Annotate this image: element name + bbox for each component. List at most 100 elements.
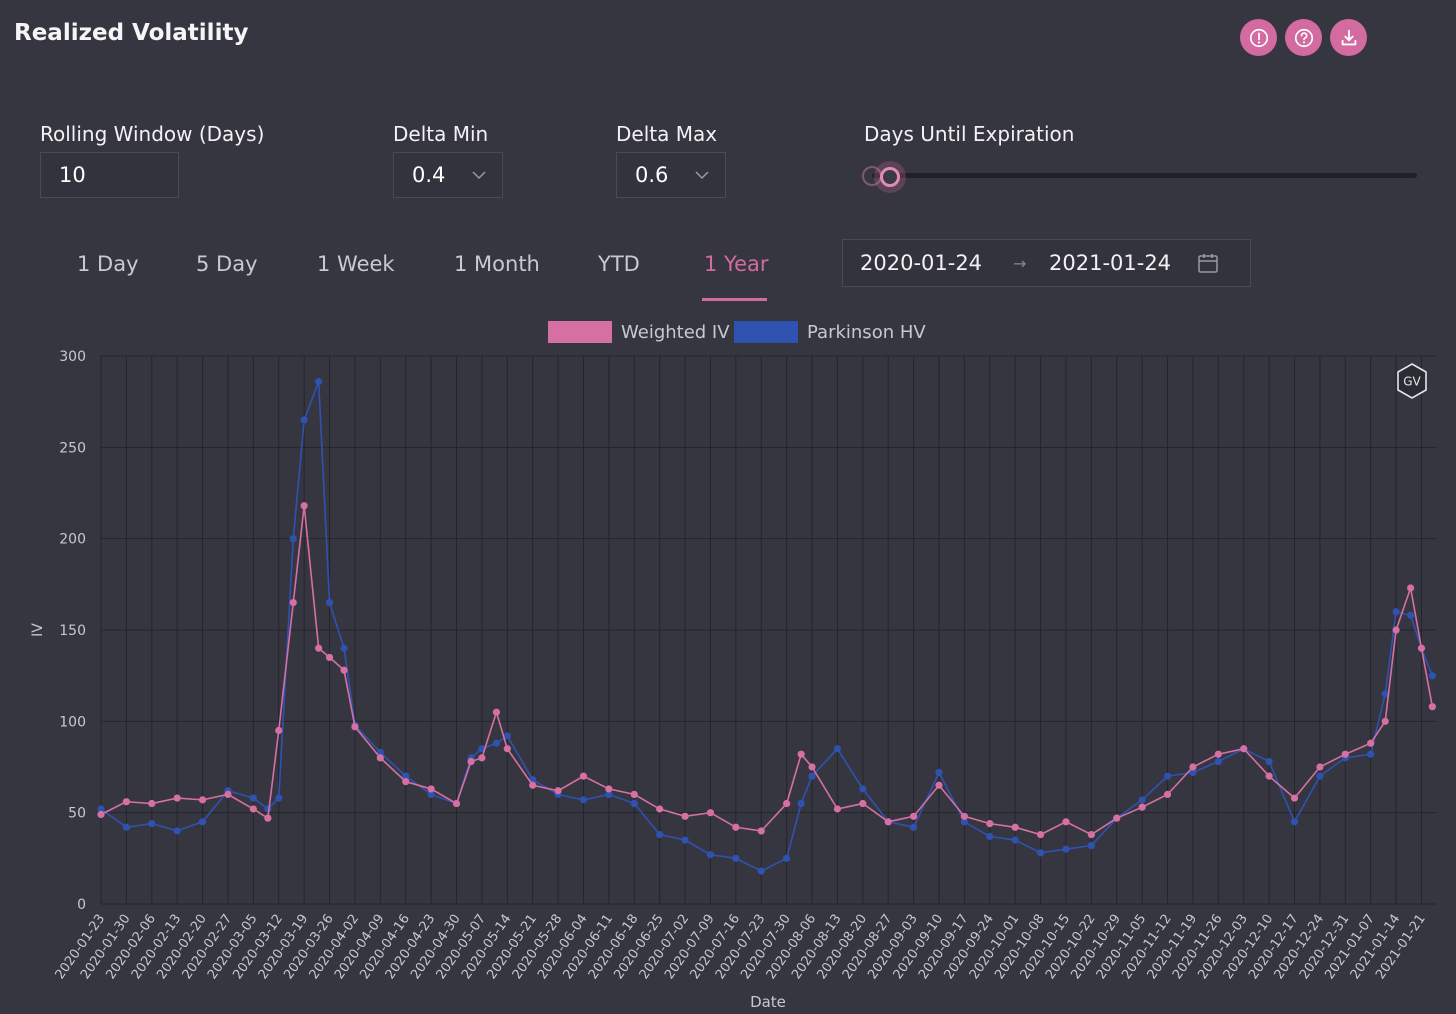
parkinson-hv-point	[706, 851, 715, 859]
parkinson-hv-point	[656, 830, 664, 839]
weighted-iv-point	[1113, 814, 1121, 822]
date-range-start[interactable]: 2020-01-24	[860, 251, 983, 275]
download-icon[interactable]	[1330, 19, 1367, 56]
weighted-iv-point	[198, 796, 207, 804]
parkinson-hv-point	[1087, 841, 1095, 850]
parkinson-hv-point	[315, 377, 323, 386]
help-icon[interactable]	[1285, 19, 1322, 56]
weighted-iv-point	[732, 823, 740, 831]
parkinson-hv-point	[275, 794, 283, 802]
y-tick-label: 300	[59, 349, 86, 365]
parkinson-hv-point	[122, 823, 130, 831]
weighted-iv-point	[797, 750, 805, 758]
parkinson-hv-point	[1367, 750, 1375, 758]
weighted-iv-point	[1036, 830, 1045, 839]
parkinson-hv-point	[630, 799, 638, 808]
rolling-window-input[interactable]: 10	[40, 152, 179, 198]
parkinson-hv-point	[1381, 690, 1389, 698]
parkinson-hv-point	[757, 867, 765, 875]
chevron-down-icon	[695, 171, 709, 180]
chevron-down-icon	[472, 171, 486, 180]
weighted-iv-point	[656, 805, 664, 813]
parkinson-hv-line	[100, 381, 1434, 873]
weighted-iv-point	[783, 799, 791, 808]
parkinson-hv-point	[173, 827, 181, 835]
weighted-iv-point	[351, 723, 359, 731]
delta-min-label: Delta Min	[393, 122, 489, 146]
tab-1-year[interactable]: 1 Year	[704, 252, 769, 276]
weighted-iv-point	[503, 745, 511, 753]
tab-1-week[interactable]: 1 Week	[317, 252, 395, 276]
legend-item-weighted-iv[interactable]: Weighted IV	[548, 321, 730, 343]
weighted-iv-point	[808, 763, 816, 771]
weighted-iv-point	[249, 805, 257, 813]
expiration-slider-max-handle[interactable]	[874, 161, 906, 193]
x-axis-label: Date	[750, 993, 786, 1011]
arrow-right-icon: →	[1013, 254, 1027, 273]
parkinson-hv-point	[797, 799, 805, 808]
parkinson-hv-point	[808, 772, 816, 780]
weighted-iv-point	[884, 818, 892, 826]
y-tick-label: 250	[59, 440, 86, 456]
weighted-iv-point	[1265, 772, 1273, 780]
active-tab-indicator	[702, 298, 767, 301]
date-range-end[interactable]: 2021-01-24	[1049, 251, 1172, 275]
weighted-iv-point	[605, 785, 613, 793]
parkinson-hv-point	[249, 794, 257, 802]
weighted-iv-point	[1240, 745, 1248, 753]
delta-min-select[interactable]: 0.4	[393, 152, 503, 198]
weighted-iv-point	[1163, 790, 1172, 798]
delta-max-select[interactable]: 0.6	[616, 152, 726, 198]
parkinson-hv-point	[1265, 757, 1273, 766]
parkinson-hv-point	[1163, 772, 1172, 780]
parkinson-hv-point	[492, 739, 501, 747]
tab-ytd[interactable]: YTD	[598, 252, 640, 276]
tab-1-month[interactable]: 1 Month	[454, 252, 540, 276]
parkinson-hv-point	[859, 785, 867, 793]
weighted-iv-point	[122, 798, 130, 806]
date-range-picker[interactable]: 2020-01-24 → 2021-01-24	[842, 239, 1251, 287]
parkinson-hv-point	[289, 535, 297, 543]
weighted-iv-point	[986, 820, 994, 828]
parkinson-hv-point	[148, 820, 156, 828]
rolling-window-label: Rolling Window (Days)	[40, 122, 265, 146]
parkinson-hv-point	[910, 823, 918, 831]
alert-icon[interactable]	[1240, 19, 1277, 56]
legend-item-parkinson-hv[interactable]: Parkinson HV	[734, 321, 926, 343]
weighted-iv-line	[100, 505, 1434, 836]
legend-swatch	[548, 321, 612, 343]
weighted-iv-point	[376, 754, 384, 762]
delta-min-value: 0.4	[412, 163, 446, 187]
parkinson-hv-point	[681, 836, 689, 844]
weighted-iv-point	[1316, 763, 1324, 771]
weighted-iv-point	[1011, 823, 1019, 831]
expiration-slider-track[interactable]	[872, 173, 1417, 178]
parkinson-hv-point	[605, 790, 613, 798]
weighted-iv-point	[315, 644, 323, 652]
tab-5-day[interactable]: 5 Day	[196, 252, 258, 276]
parkinson-hv-point	[325, 599, 334, 607]
parkinson-hv-point	[960, 818, 968, 826]
weighted-iv-point	[173, 794, 181, 802]
parkinson-hv-point	[1214, 757, 1222, 766]
weighted-iv-point	[1341, 750, 1349, 758]
weighted-iv-point	[935, 781, 943, 789]
tab-1-day[interactable]: 1 Day	[77, 252, 139, 276]
weighted-iv-point	[1138, 803, 1146, 811]
weighted-iv-point	[452, 799, 461, 808]
parkinson-hv-point	[732, 854, 740, 862]
y-tick-label: 200	[59, 532, 86, 548]
weighted-iv-point	[1392, 626, 1400, 634]
parkinson-hv-point	[783, 854, 791, 862]
parkinson-hv-point	[198, 818, 207, 826]
parkinson-hv-point	[1011, 836, 1019, 844]
weighted-iv-point	[1367, 739, 1375, 747]
parkinson-hv-point	[97, 805, 105, 813]
weighted-iv-point	[1290, 794, 1299, 802]
gv-watermark-logo: GV	[1397, 363, 1427, 399]
delta-max-value: 0.6	[635, 163, 669, 187]
weighted-iv-point	[1428, 703, 1436, 711]
parkinson-hv-point	[1316, 772, 1324, 780]
y-tick-label: 100	[59, 714, 86, 730]
calendar-icon[interactable]	[1197, 252, 1219, 274]
